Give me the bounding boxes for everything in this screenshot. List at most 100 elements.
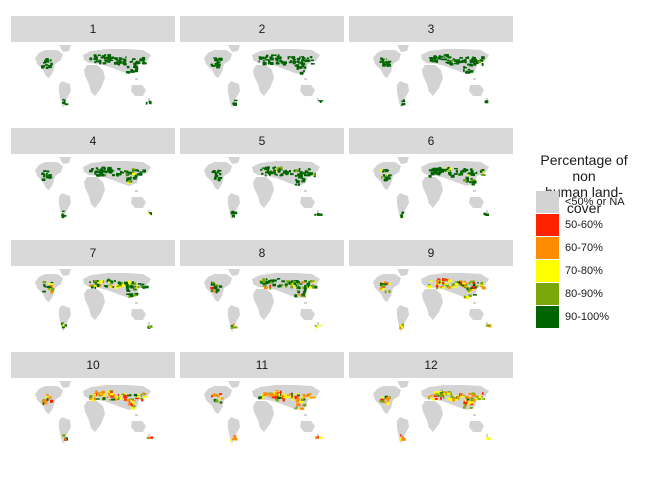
land-cover-cell [427,285,432,287]
land-cover-cell [472,399,476,402]
land-cover-cell [453,173,457,175]
land-cover-cell [120,171,124,174]
land-cover-cell [303,66,307,69]
land-cover-cell [143,62,147,65]
land-cover-cell [475,61,479,65]
land-cover-cell [141,398,144,402]
land-cover-cell [139,58,143,62]
land-cover-cell [305,59,309,62]
land-cover-cell [379,287,382,290]
land-cover-cell [479,59,484,62]
land-cover-cell [451,398,455,402]
land-cover-cell [302,58,305,62]
land-cover-cell [466,178,470,182]
land-cover-cell [117,286,122,288]
land-cover-cell [280,283,284,287]
land-cover-cell [461,395,465,398]
land-cover-cell [468,287,471,290]
land-cover-cell [139,397,143,400]
land-cover-cell [445,61,449,64]
land-cover-cell [118,57,121,59]
land-cover-cell [217,63,221,67]
land-cover-cell [213,283,216,286]
land-cover-cell [116,172,119,176]
land-cover-cell [210,283,215,286]
legend-label: 50-60% [565,219,603,231]
land-cover-cell [471,179,475,182]
land-cover-cell [132,284,135,287]
facet-panel: 11 [180,352,344,462]
world-map [35,45,152,108]
land-cover-cell [446,278,449,281]
land-cover-cell [107,278,110,280]
land-mass [59,305,71,332]
land-mass [148,98,150,101]
land-cover-cell [310,284,313,286]
land-cover-cell [431,57,434,60]
land-cover-cell [430,394,433,397]
land-cover-cell [277,54,280,58]
land-mass [473,414,476,416]
land-mass [397,193,409,220]
land-cover-cell [143,396,148,399]
land-cover-cell [43,401,46,404]
land-cover-cell [94,280,97,284]
land-cover-cell [312,396,316,399]
facet-panel: 7 [11,240,175,350]
land-cover-cell [482,171,485,174]
land-cover-cell [303,172,305,174]
land-cover-cell [433,395,438,397]
land-cover-cell [294,407,297,410]
land-cover-cell [277,170,281,173]
land-cover-cell [287,56,292,58]
land-mass [469,197,484,208]
land-cover-cell [401,103,405,105]
land-cover-cell [445,393,448,395]
land-cover-cell [434,391,439,395]
land-cover-cell [101,173,104,177]
land-cover-cell [46,393,49,396]
land-cover-cell [316,213,320,216]
land-mass [422,177,443,208]
land-cover-cell [288,61,293,64]
land-cover-cell [133,65,136,67]
land-cover-cell [451,59,454,62]
land-cover-cell [109,399,112,401]
land-cover-cell [45,396,48,398]
land-mass [473,302,476,304]
land-mass [469,85,484,96]
land-cover-cell [99,61,102,65]
land-cover-cell [214,62,217,66]
land-cover-cell [130,398,135,401]
land-cover-cell [219,393,223,395]
land-cover-cell [455,61,459,65]
land-cover-cell [107,167,111,171]
land-cover-cell [233,211,238,215]
land-cover-cell [50,62,53,66]
land-cover-cell [212,393,216,397]
land-cover-cell [268,280,272,282]
land-cover-cell [117,397,120,399]
land-cover-cell [42,401,47,403]
land-cover-cell [455,169,458,173]
land-cover-cell [469,403,474,406]
land-cover-cell [467,290,471,293]
land-cover-cell [131,170,134,173]
land-cover-cell [104,54,107,56]
land-cover-cell [112,394,115,397]
land-cover-cell [104,59,108,62]
land-cover-cell [127,403,132,405]
land-cover-cell [386,402,390,406]
land-cover-cell [62,101,66,104]
land-cover-cell [42,281,47,284]
land-cover-cell [309,286,312,290]
land-cover-cell [132,402,135,406]
land-cover-cell [273,54,277,56]
land-cover-cell [132,289,136,291]
land-cover-cell [41,178,46,181]
land-cover-cell [441,393,444,396]
land-cover-cell [469,280,474,283]
land-cover-cell [129,293,134,297]
land-cover-cell [387,169,389,172]
land-cover-cell [470,401,473,404]
